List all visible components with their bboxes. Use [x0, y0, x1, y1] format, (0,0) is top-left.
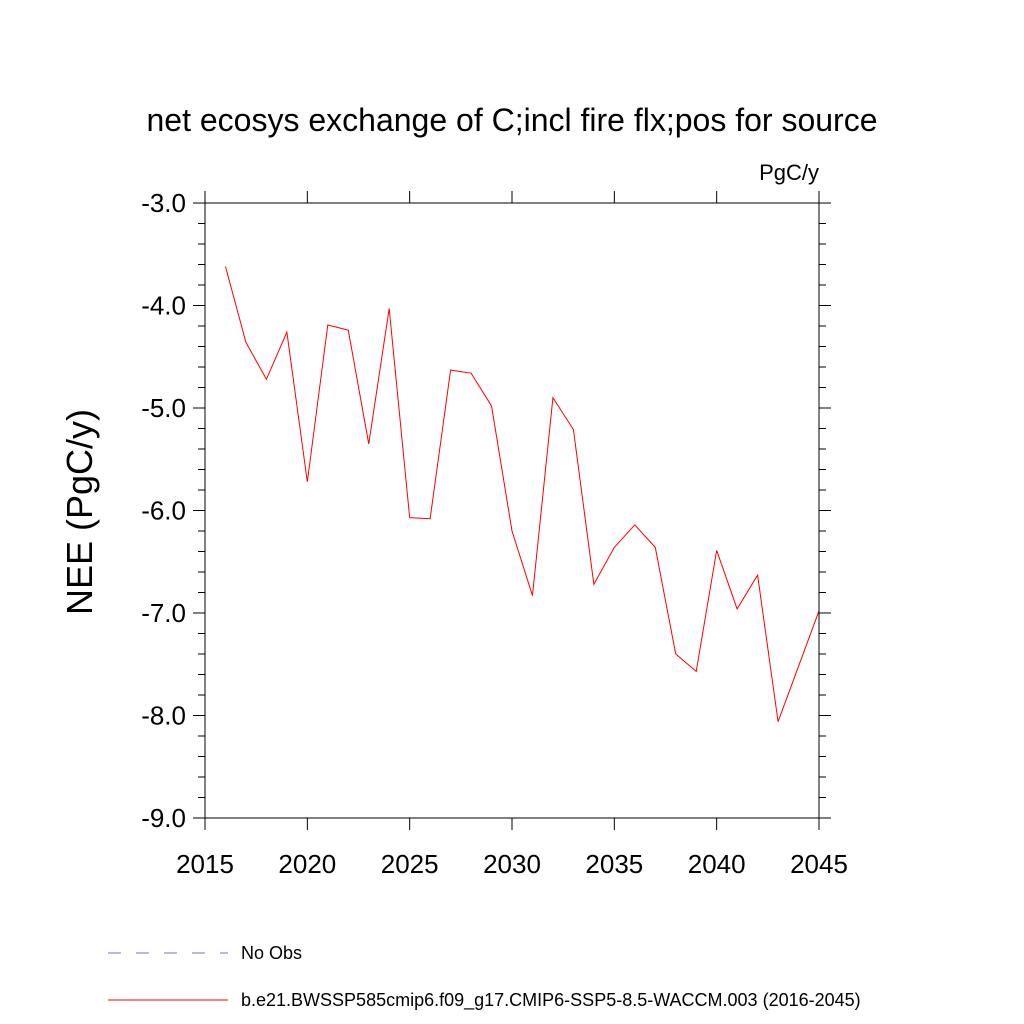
y-tick-label: -8.0: [141, 701, 186, 731]
x-tick-label: 2035: [585, 849, 643, 879]
y-axis-label: NEE (PgC/y): [59, 409, 100, 615]
y-tick-label: -6.0: [141, 496, 186, 526]
x-tick-label: 2015: [176, 849, 234, 879]
x-tick-label: 2040: [688, 849, 746, 879]
y-tick-label: -5.0: [141, 393, 186, 423]
chart-title: net ecosys exchange of C;incl fire flx;p…: [146, 102, 877, 138]
x-tick-label: 2030: [483, 849, 541, 879]
y-tick-label: -9.0: [141, 803, 186, 833]
legend: No Obs b.e21.BWSSP585cmip6.f09_g17.CMIP6…: [108, 943, 861, 1011]
x-tick-labels: 2015 2020 2025 2030 2035 2040 2045: [176, 849, 848, 879]
plot-frame: [204, 202, 820, 819]
y-tick-label: -4.0: [141, 291, 186, 321]
series-line-0: [224, 266, 820, 722]
series-layer: [224, 266, 820, 722]
y-tick-label: -3.0: [141, 188, 186, 218]
axis-ticks: [193, 191, 831, 830]
y-tick-labels: -3.0 -4.0 -5.0 -6.0 -7.0 -8.0 -9.0: [141, 188, 186, 833]
x-tick-label: 2045: [790, 849, 848, 879]
legend-label-model-run: b.e21.BWSSP585cmip6.f09_g17.CMIP6-SSP5-8…: [241, 990, 861, 1011]
y-tick-label: -7.0: [141, 598, 186, 628]
x-tick-label: 2025: [381, 849, 439, 879]
legend-label-no-obs: No Obs: [241, 943, 302, 963]
units-label: PgC/y: [759, 160, 819, 185]
x-tick-label: 2020: [278, 849, 336, 879]
